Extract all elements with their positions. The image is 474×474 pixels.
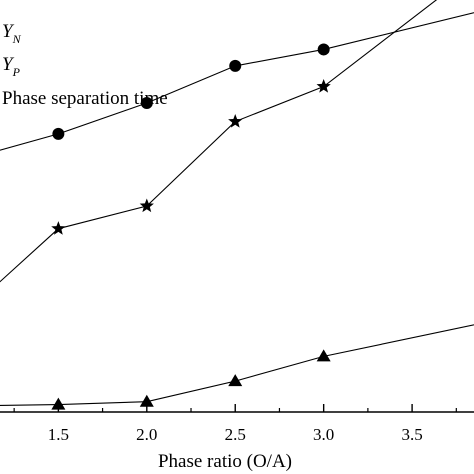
data-point-circle-3 (229, 59, 242, 72)
data-point-triangle-4 (316, 349, 331, 362)
data-point-star-3 (228, 114, 243, 128)
x-tick-label-0: 1.5 (48, 425, 69, 444)
series-star (0, 0, 438, 283)
series-circle (0, 12, 474, 151)
data-point-triangle-3 (228, 374, 243, 387)
x-axis-label: Phase ratio (O/A) (158, 451, 292, 472)
legend: YN YP Phase separation time (2, 21, 168, 109)
data-point-triangle-2 (139, 394, 154, 407)
series-line-triangle (0, 324, 474, 406)
series-triangle (0, 324, 474, 410)
x-tick-label-1: 2.0 (136, 425, 157, 444)
legend-yp-base: Y (2, 54, 15, 75)
data-point-star-1 (51, 221, 66, 235)
data-point-star-4 (316, 79, 331, 93)
legend-yn-subscript: N (12, 32, 22, 46)
legend-label-yn: YN (2, 21, 22, 46)
plot-area (0, 0, 474, 410)
x-tick-label-2: 2.5 (225, 425, 246, 444)
x-axis-ticks (13, 404, 457, 412)
x-axis-tick-labels: 1.5 2.0 2.5 3.0 3.5 (48, 425, 423, 444)
legend-label-yp: YP (2, 54, 21, 79)
data-point-circle-4 (317, 43, 330, 56)
legend-yp-subscript: P (12, 65, 21, 79)
legend-label-phase-separation-time: Phase separation time (2, 88, 168, 109)
x-tick-label-4: 3.5 (401, 425, 422, 444)
x-tick-label-3: 3.0 (313, 425, 334, 444)
series-line-circle (0, 12, 474, 151)
data-point-circle-1 (52, 127, 65, 140)
series-line-star (0, 0, 438, 283)
data-point-triangle-1 (51, 397, 66, 410)
data-point-star-2 (139, 198, 154, 213)
legend-yn-base: Y (2, 21, 15, 42)
data-point-circle-2 (140, 97, 153, 109)
